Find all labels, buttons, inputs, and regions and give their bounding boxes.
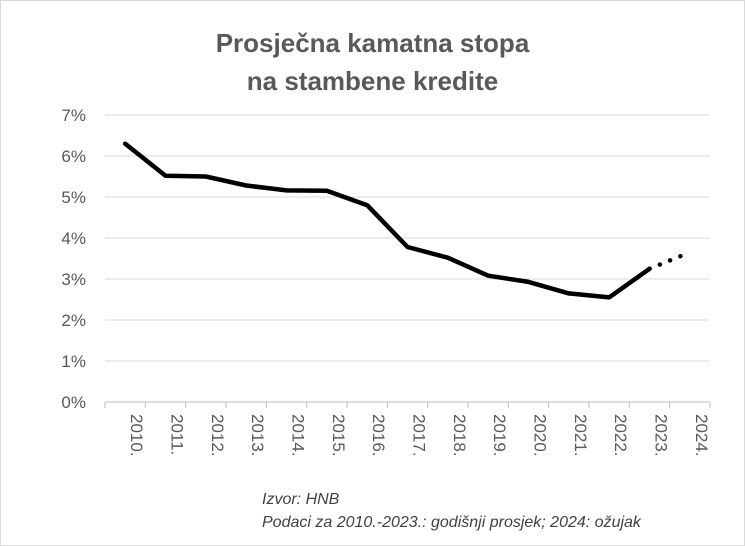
x-tick-label: 2012. xyxy=(208,414,227,457)
y-tick-label: 6% xyxy=(61,147,86,166)
y-tick-label: 7% xyxy=(61,106,86,125)
x-tick-label: 2022. xyxy=(611,414,630,457)
x-tick-label: 2013. xyxy=(248,414,267,457)
series-line-solid xyxy=(122,141,652,300)
y-tick-label: 1% xyxy=(61,352,86,371)
y-tick-label: 5% xyxy=(61,188,86,207)
x-tick-label: 2021. xyxy=(571,414,590,457)
data-note: Podaci za 2010.-2023.: godišnji prosjek;… xyxy=(262,514,641,531)
x-tick-label: 2011. xyxy=(168,414,187,455)
x-tick-label: 2024. xyxy=(692,414,711,457)
x-tick-label: 2019. xyxy=(490,414,509,457)
x-tick-label: 2020. xyxy=(531,414,550,457)
source-notes: Izvor: HNB Podaci za 2010.-2023.: godišn… xyxy=(262,488,641,534)
x-tick-label: 2015. xyxy=(329,414,348,457)
x-tick-label: 2010. xyxy=(127,414,146,457)
x-tick-label: 2016. xyxy=(369,414,388,457)
y-tick-label: 0% xyxy=(61,393,86,412)
chart-title-line-2: na stambene kredite xyxy=(246,66,499,96)
x-tick-label: 2023. xyxy=(652,414,671,457)
x-tick-label: 2018. xyxy=(450,414,469,457)
x-tick-label: 2017. xyxy=(410,414,429,457)
x-tick-label: 2014. xyxy=(289,414,308,457)
source-label: Izvor: HNB xyxy=(262,491,340,508)
series-line-dotted xyxy=(647,250,693,272)
y-tick-label: 4% xyxy=(61,229,86,248)
chart-title-line-1: Prosječna kamatna stopa xyxy=(215,28,530,58)
chart-title: Prosječna kamatna stopa na stambene kred… xyxy=(0,24,745,100)
y-tick-label: 3% xyxy=(61,270,86,289)
y-tick-label: 2% xyxy=(61,311,86,330)
